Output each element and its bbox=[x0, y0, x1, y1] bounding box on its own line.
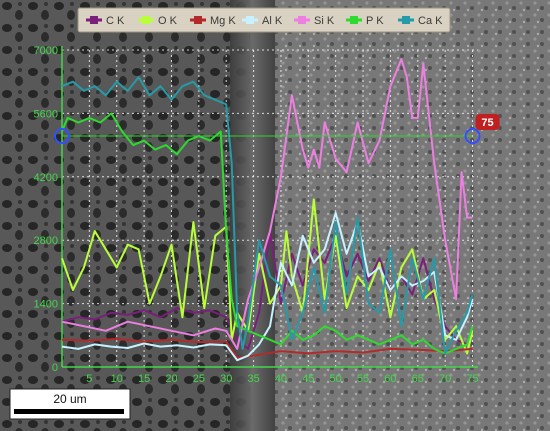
x-tick-label: 40 bbox=[275, 373, 287, 385]
legend-background bbox=[77, 7, 451, 33]
legend-marker-mg-k bbox=[194, 16, 202, 24]
legend-marker-ca-k bbox=[402, 16, 410, 24]
cursor-end-handle[interactable] bbox=[464, 128, 481, 145]
y-tick-label: 7000 bbox=[34, 45, 58, 57]
x-tick-label: 35 bbox=[247, 373, 259, 385]
legend-marker-si-k bbox=[298, 16, 306, 24]
series-line-al-k bbox=[61, 212, 474, 362]
x-tick-label: 45 bbox=[302, 373, 314, 385]
chart-legend: C K O K Mg K Al K Si K P K Ca K bbox=[77, 7, 451, 33]
x-tick-label: 55 bbox=[357, 373, 369, 385]
x-tick-label: 25 bbox=[193, 373, 205, 385]
series-line-si-k bbox=[61, 58, 473, 350]
cursor-start-handle[interactable] bbox=[54, 128, 70, 145]
chart-series-layer bbox=[61, 58, 474, 362]
series-line-ca-k bbox=[61, 76, 474, 355]
x-tick-label: 65 bbox=[412, 373, 424, 385]
x-tick-label: 50 bbox=[330, 373, 342, 385]
scale-bar-line bbox=[14, 409, 124, 414]
x-tick-label: 30 bbox=[220, 373, 232, 385]
legend-marker-p-k bbox=[350, 16, 358, 24]
x-tick-label: 10 bbox=[111, 373, 123, 385]
series-line-p-k bbox=[61, 112, 474, 355]
series-line-o-k bbox=[61, 198, 474, 355]
series-line-mg-k bbox=[61, 337, 473, 359]
x-axis-ticks: 5 10 15 20 25 30 35 40 45 50 55 60 65 70 75 bbox=[86, 373, 478, 385]
legend-marker-al-k bbox=[246, 16, 254, 24]
legend-label-p-k: P K bbox=[366, 15, 384, 27]
x-tick-label: 60 bbox=[384, 373, 396, 385]
legend-label-si-k: Si K bbox=[314, 15, 335, 27]
x-tick-label: 5 bbox=[86, 373, 92, 385]
x-tick-label: 20 bbox=[165, 373, 177, 385]
y-tick-label: 2800 bbox=[34, 235, 58, 247]
x-tick-label: 15 bbox=[138, 373, 150, 385]
scale-bar: 20 um bbox=[9, 388, 131, 420]
x-tick-label: 70 bbox=[439, 373, 451, 385]
scale-bar-label: 20 um bbox=[53, 392, 86, 406]
y-tick-label: 1400 bbox=[34, 299, 58, 311]
legend-label-al-k: Al K bbox=[262, 15, 283, 27]
legend-label-mg-k: Mg K bbox=[210, 15, 236, 27]
legend-label-o-k: O K bbox=[158, 15, 178, 27]
legend-label-c-k: C K bbox=[106, 15, 125, 27]
cursor-badge bbox=[475, 114, 500, 131]
y-axis-ticks: 0 1400 2800 4200 5600 7000 bbox=[34, 45, 58, 374]
cursor-badge-label: 75 bbox=[481, 117, 493, 129]
legend-marker-c-k bbox=[90, 16, 98, 24]
y-tick-label: 0 bbox=[52, 362, 58, 374]
legend-label-ca-k: Ca K bbox=[418, 15, 443, 27]
chart-axes bbox=[61, 46, 478, 368]
x-tick-label: 75 bbox=[466, 373, 478, 385]
cursor-layer[interactable]: 75 bbox=[54, 114, 500, 145]
y-tick-label: 4200 bbox=[34, 172, 58, 184]
y-tick-label: 5600 bbox=[34, 108, 58, 120]
legend-marker-o-k bbox=[142, 16, 150, 24]
